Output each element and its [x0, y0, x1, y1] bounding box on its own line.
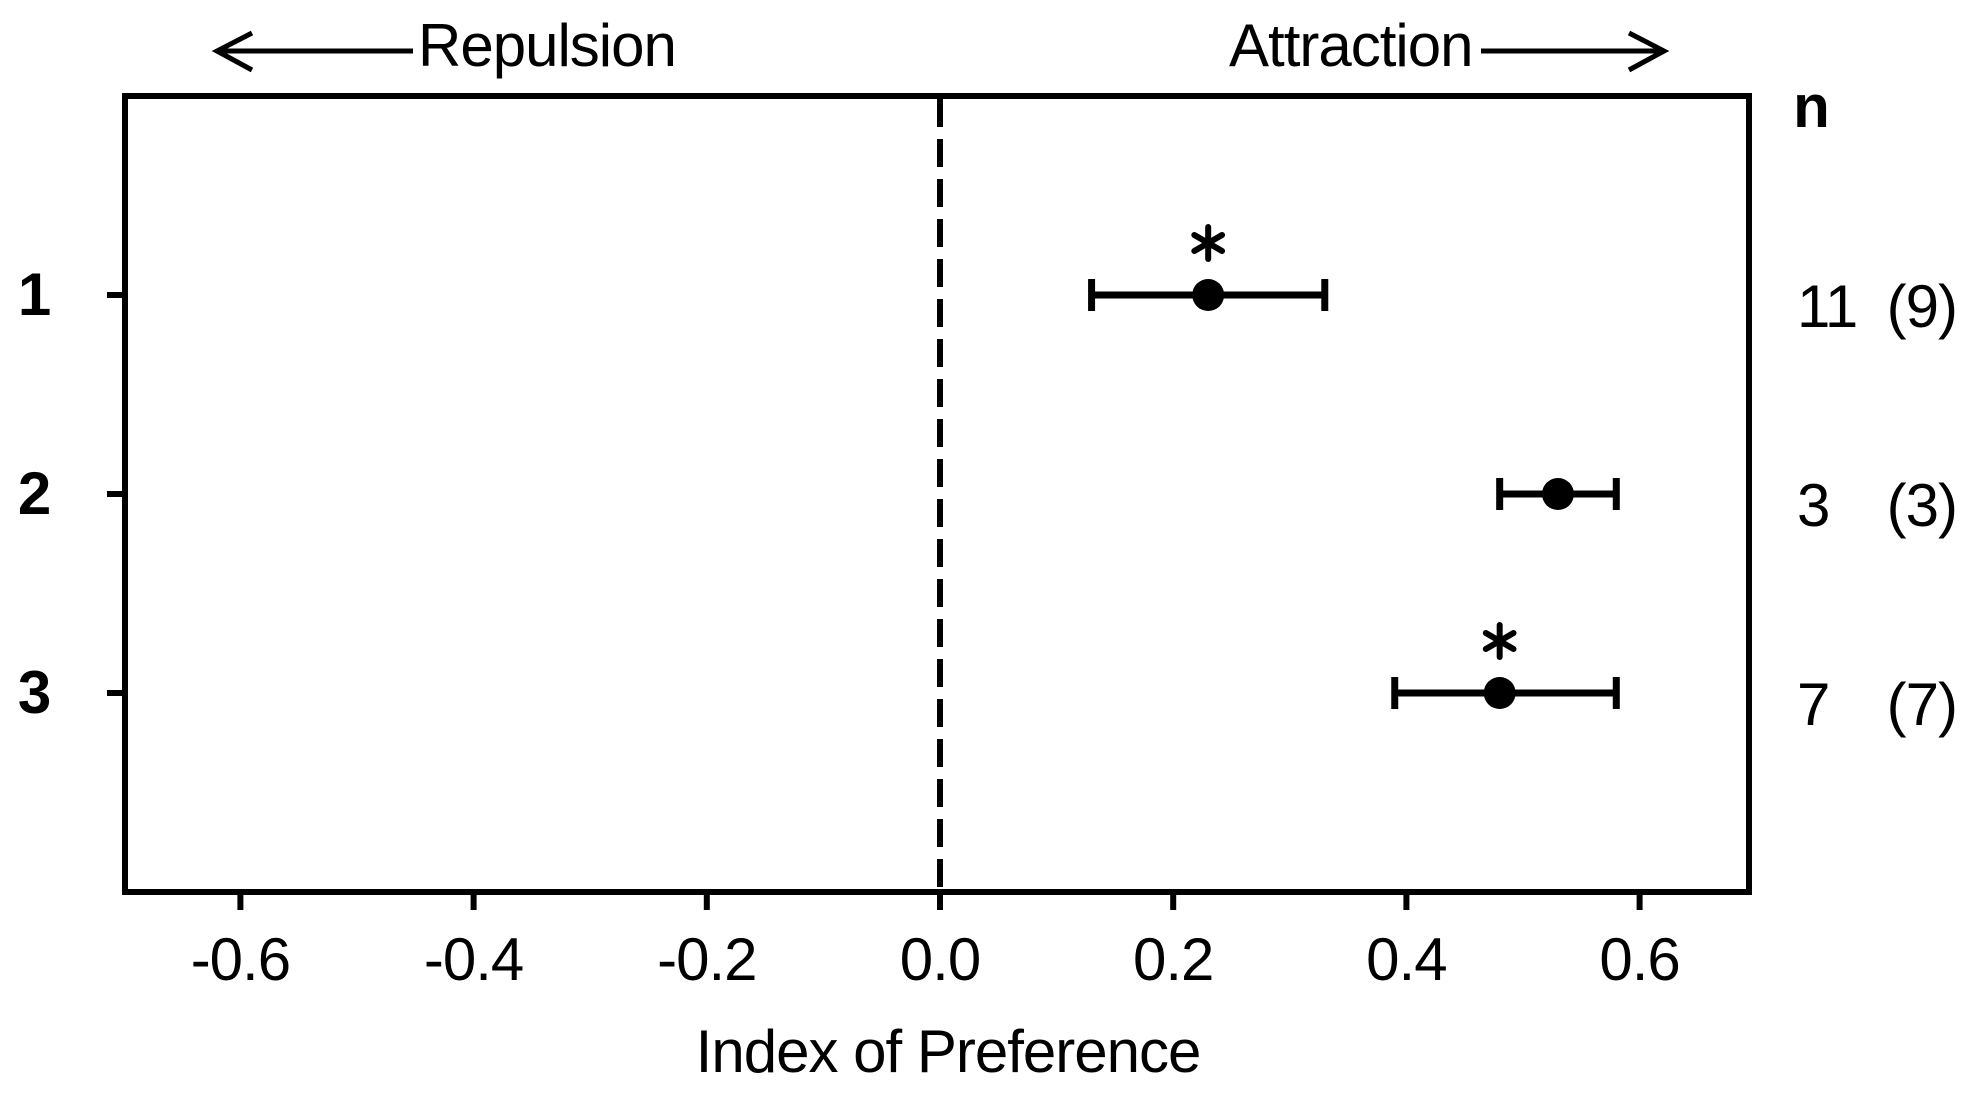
- n-paren: (3): [1886, 472, 1958, 539]
- n-paren: (7): [1886, 671, 1958, 738]
- row-label-1: 1: [17, 261, 51, 328]
- x-tick-label: 0.0: [899, 926, 981, 993]
- x-axis-title: Index of Preference: [695, 1018, 1202, 1085]
- x-tick-label: -0.4: [423, 926, 524, 993]
- asterisk-stroke: [1191, 232, 1226, 254]
- mean-point-row-3: [1483, 677, 1516, 709]
- attraction-arrowhead-icon: [1627, 30, 1670, 73]
- repulsion-arrowhead-icon: [211, 30, 254, 73]
- n-value-row-1: 11 (9): [1797, 273, 1958, 340]
- x-tick-label: 0.4: [1366, 926, 1447, 993]
- n-count: 3: [1797, 472, 1830, 539]
- row-label-2: 2: [17, 460, 51, 527]
- x-tick-label: 0.2: [1132, 926, 1214, 993]
- asterisk-stroke: [1482, 630, 1517, 652]
- x-tick-label: -0.2: [657, 926, 757, 993]
- n-paren: (9): [1886, 273, 1958, 340]
- mean-point-row-1: [1192, 279, 1225, 311]
- n-count: 7: [1797, 671, 1830, 738]
- attraction-label: Attraction: [1229, 12, 1473, 79]
- n-count: 11: [1797, 273, 1858, 340]
- mean-point-row-2: [1541, 478, 1574, 510]
- x-tick-label: 0.6: [1599, 926, 1680, 993]
- x-tick-label: -0.6: [190, 926, 291, 993]
- n-value-row-3: 7 (7): [1797, 671, 1958, 738]
- repulsion-label: Repulsion: [418, 12, 677, 79]
- n-column-header: n: [1793, 73, 1830, 140]
- n-value-row-2: 3 (3): [1797, 472, 1958, 539]
- significance-asterisk-row-1: [1191, 224, 1226, 262]
- row-label-3: 3: [17, 659, 51, 726]
- significance-asterisk-row-3: [1482, 622, 1517, 660]
